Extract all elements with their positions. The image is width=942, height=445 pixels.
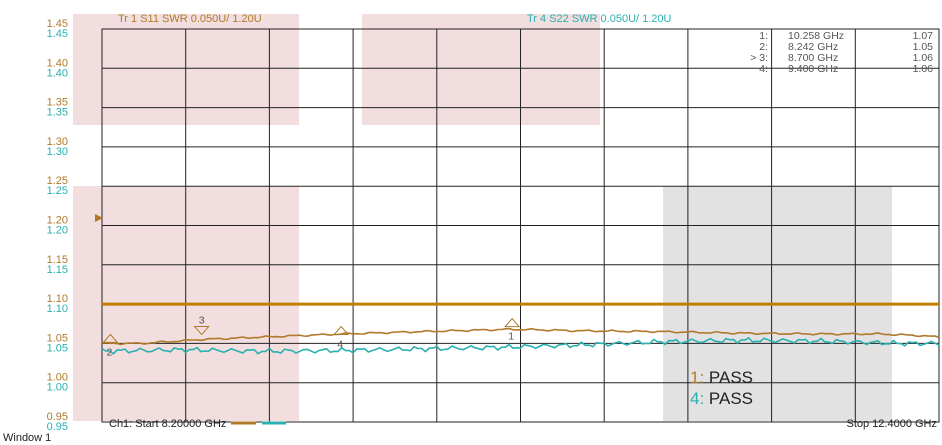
marker-row-4-freq: 9.400 GHz — [788, 63, 838, 75]
y-tick-label-tr4: 0.95 — [47, 421, 68, 433]
start-frequency-label[interactable]: Ch1: Start 8.20000 GHz — [109, 418, 226, 430]
y-axis-ticks: 1.451.45 1.401.40 1.351.35 1.301.30 1.251.25… — [47, 18, 68, 433]
y-tick-label-tr4: 1.40 — [47, 67, 68, 79]
y-tick-label-tr4: 1.25 — [47, 185, 68, 197]
y-tick-label-tr1: 1.45 — [47, 18, 68, 30]
marker-row-4-id: 4: — [759, 63, 768, 75]
pass-num-1: 1 — [690, 368, 699, 387]
marker-row-3-freq: 8.700 GHz — [788, 52, 838, 64]
marker-3-label: 3 — [199, 315, 205, 327]
y-tick-label-tr1: 1.30 — [47, 136, 68, 148]
plot-frame — [101, 28, 940, 423]
marker-1-label: 1 — [508, 331, 514, 343]
trace-s22-line[interactable] — [101, 337, 940, 355]
window-label[interactable]: Window 1 — [3, 432, 51, 444]
marker-row-2-freq: 8.242 GHz — [788, 41, 838, 53]
y-tick-label-tr1: 1.35 — [47, 97, 68, 109]
y-tick-label-tr4: 1.15 — [47, 264, 68, 276]
marker-3-triangle-icon[interactable] — [193, 326, 210, 336]
y-tick-label-tr1: 1.15 — [47, 254, 68, 266]
y-tick-label-tr4: 1.05 — [47, 342, 68, 354]
pass-result-trace1: 1: PASS — [690, 368, 753, 387]
y-tick-label-tr1: 1.25 — [47, 175, 68, 187]
pink-region-top-mid — [362, 14, 600, 125]
y-tick-label-tr1: 1.05 — [47, 332, 68, 344]
marker-row-1-id: 1: — [759, 30, 768, 42]
pass-text-1: PASS — [709, 368, 753, 387]
marker-row-3-value: 1.06 — [913, 52, 934, 64]
pass-num-4: 4 — [690, 389, 699, 408]
trace4-header[interactable]: Tr 4 S22 SWR 0.050U/ 1.20U — [527, 13, 672, 25]
marker-table: 1: 10.258 GHz 1.07 2: 8.242 GHz 1.05 > 3… — [750, 30, 933, 75]
pass-result-trace4: 4: PASS — [690, 389, 753, 408]
stop-frequency-label[interactable]: Stop 12.4000 GHz — [846, 418, 937, 430]
y-tick-label-tr4: 1.30 — [47, 146, 68, 158]
y-tick-label-tr1: 1.40 — [47, 57, 68, 69]
marker-1-triangle-icon[interactable] — [504, 317, 521, 328]
reference-level-arrow-icon — [95, 214, 103, 222]
y-tick-label-tr1: 1.20 — [47, 215, 68, 227]
marker-row-2-value: 1.05 — [913, 41, 934, 53]
pass-sep-1: : — [699, 368, 708, 387]
y-tick-label-tr1: 1.00 — [47, 372, 68, 384]
y-tick-label-tr4: 1.35 — [47, 107, 68, 119]
trace-markers: 1 2 3 4 — [102, 315, 521, 358]
y-tick-label-tr4: 1.45 — [47, 28, 68, 40]
y-tick-label-tr4: 1.00 — [47, 382, 68, 394]
marker-row-3-id: > 3: — [750, 52, 768, 64]
y-tick-label-tr1: 1.10 — [47, 293, 68, 305]
y-tick-label-tr1: 0.95 — [47, 411, 68, 423]
marker-row-4-value: 1.06 — [913, 63, 934, 75]
y-tick-label-tr4: 1.10 — [47, 303, 68, 315]
marker-4-label: 4 — [337, 339, 343, 351]
marker-row-1-value: 1.07 — [913, 30, 934, 42]
marker-row-2-id: 2: — [759, 41, 768, 53]
marker-2-label: 2 — [106, 346, 112, 358]
trace-s11-line[interactable] — [101, 327, 940, 346]
trace1-header[interactable]: Tr 1 S11 SWR 0.050U/ 1.20U — [118, 13, 262, 25]
pass-sep-4: : — [699, 389, 708, 408]
marker-2-triangle-icon[interactable] — [102, 333, 119, 343]
marker-4-triangle-icon[interactable] — [333, 325, 350, 336]
y-tick-label-tr4: 1.20 — [47, 225, 68, 237]
marker-row-1-freq: 10.258 GHz — [788, 30, 844, 42]
pass-text-4: PASS — [709, 389, 753, 408]
